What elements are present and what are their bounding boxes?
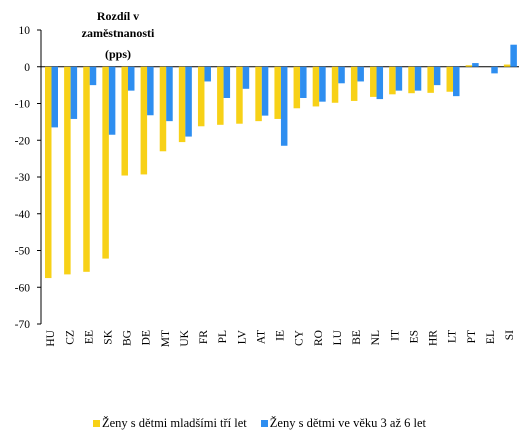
bar-at-series-2 bbox=[261, 66, 269, 116]
bar-cy-series-1 bbox=[293, 66, 301, 109]
bar-fr-series-1 bbox=[197, 66, 205, 127]
x-tick-label: EL bbox=[485, 330, 497, 344]
bar-hu-series-1 bbox=[45, 66, 52, 279]
bar-pl-series-1 bbox=[217, 66, 224, 125]
x-tick-label: HU bbox=[45, 329, 57, 346]
x-tick-label: CY bbox=[294, 329, 306, 346]
bar-at-series-1 bbox=[255, 66, 262, 122]
bar-hr-series-1 bbox=[427, 66, 434, 93]
y-tick-label: 10 bbox=[19, 25, 31, 37]
legend-item-series-1: Ženy s dětmi mladšími tří let bbox=[93, 416, 247, 431]
bar-el-series-2 bbox=[491, 66, 498, 74]
bar-lv-series-2 bbox=[242, 66, 250, 89]
y-tick-label: 0 bbox=[24, 62, 30, 74]
x-tick-label: DE bbox=[141, 330, 153, 345]
x-tick-label: LV bbox=[236, 329, 248, 344]
legend-item-series-2: Ženy s dětmi ve věku 3 až 6 let bbox=[260, 416, 426, 431]
x-tick-label: IE bbox=[275, 330, 287, 341]
bar-lu-series-1 bbox=[331, 66, 339, 103]
bar-sk-series-1 bbox=[102, 66, 109, 259]
bar-mt-series-2 bbox=[166, 66, 173, 122]
bar-ee-series-2 bbox=[89, 66, 97, 86]
bar-bg-series-2 bbox=[127, 66, 135, 91]
x-tick-label: FR bbox=[198, 330, 210, 344]
x-tick-label: PT bbox=[466, 330, 478, 343]
bar-pt-series-2 bbox=[472, 63, 479, 67]
bar-de-series-2 bbox=[147, 66, 154, 116]
legend-label-series-2: Ženy s dětmi ve věku 3 až 6 let bbox=[269, 416, 426, 430]
bar-si-series-1 bbox=[503, 64, 511, 67]
legend-swatch-series-2 bbox=[260, 420, 268, 427]
bar-mt-series-1 bbox=[159, 66, 167, 152]
x-tick-label: CZ bbox=[64, 330, 76, 345]
bar-it-series-1 bbox=[389, 66, 396, 95]
x-tick-label: LU bbox=[332, 329, 344, 345]
bar-cz-series-2 bbox=[70, 66, 78, 119]
x-tick-label: HR bbox=[428, 330, 440, 346]
bar-es-series-2 bbox=[414, 66, 422, 91]
bar-uk-series-1 bbox=[178, 66, 186, 143]
y-tick-label: -40 bbox=[15, 209, 31, 221]
bar-hr-series-2 bbox=[433, 66, 441, 86]
bar-uk-series-2 bbox=[185, 66, 192, 137]
x-tick-label: EE bbox=[83, 330, 95, 344]
x-tick-label: SK bbox=[103, 329, 115, 344]
bar-bg-series-1 bbox=[121, 66, 128, 176]
x-tick-label: LT bbox=[447, 330, 459, 343]
bar-cz-series-1 bbox=[64, 66, 71, 275]
y-tick-label: -10 bbox=[15, 99, 31, 111]
y-tick-label: -20 bbox=[15, 135, 31, 147]
bar-lt-series-1 bbox=[446, 66, 454, 92]
bar-it-series-2 bbox=[395, 66, 403, 91]
bar-lu-series-2 bbox=[338, 66, 345, 84]
x-axis-labels: HU CZ EE SK BG DE MT UK FR PL LV AT IE CY RO LU BE NL IT ES… bbox=[45, 329, 516, 347]
bar-ro-series-2 bbox=[319, 66, 326, 102]
y-tick-label: -70 bbox=[15, 319, 31, 331]
bar-si-series-2 bbox=[510, 44, 517, 67]
x-tick-label: PL bbox=[217, 330, 229, 343]
legend-swatch-series-1 bbox=[93, 420, 100, 427]
bar-lv-series-1 bbox=[236, 66, 243, 124]
y-tick-label: -50 bbox=[15, 246, 31, 258]
bar-nl-series-2 bbox=[376, 66, 384, 100]
bar-sk-series-2 bbox=[108, 66, 116, 135]
bar-lt-series-2 bbox=[453, 66, 460, 97]
chart-title: Rozdíl v zaměstnanosti (pps) bbox=[82, 9, 155, 61]
x-tick-label: BE bbox=[351, 330, 363, 345]
bar-nl-series-1 bbox=[370, 66, 377, 97]
bar-pl-series-2 bbox=[223, 66, 231, 98]
bar-be-series-2 bbox=[357, 66, 364, 82]
legend-label-series-1: Ženy s dětmi mladšími tří let bbox=[102, 416, 247, 430]
y-tick-label: -60 bbox=[15, 282, 31, 294]
bar-fr-series-2 bbox=[204, 66, 211, 82]
x-tick-label: IT bbox=[389, 330, 401, 341]
x-tick-label: BG bbox=[122, 330, 134, 346]
bar-de-series-1 bbox=[140, 66, 148, 175]
bar-pt-series-1 bbox=[465, 65, 473, 67]
y-tick-label: -30 bbox=[15, 172, 31, 184]
bars bbox=[45, 44, 517, 279]
x-tick-label: UK bbox=[179, 329, 191, 346]
x-tick-label: ES bbox=[408, 330, 420, 343]
x-tick-label: RO bbox=[313, 330, 325, 346]
title-line-1: Rozdíl v bbox=[97, 9, 139, 23]
title-line-2: zaměstnanosti bbox=[82, 26, 155, 40]
bar-hu-series-2 bbox=[51, 66, 58, 128]
bar-be-series-1 bbox=[350, 66, 358, 101]
x-tick-label: MT bbox=[160, 330, 172, 347]
x-tick-label: AT bbox=[255, 330, 267, 344]
title-line-3: (pps) bbox=[105, 47, 131, 61]
bar-es-series-1 bbox=[408, 66, 415, 94]
x-tick-label: SI bbox=[504, 330, 516, 340]
bar-cy-series-2 bbox=[300, 66, 307, 98]
legend: Ženy s dětmi mladšími tří let Ženy s dět… bbox=[0, 416, 519, 431]
bar-ie-series-1 bbox=[274, 66, 281, 119]
bar-ie-series-2 bbox=[280, 66, 288, 146]
x-tick-label: NL bbox=[370, 330, 382, 345]
bar-ro-series-1 bbox=[312, 66, 320, 107]
bar-ee-series-1 bbox=[83, 66, 90, 272]
